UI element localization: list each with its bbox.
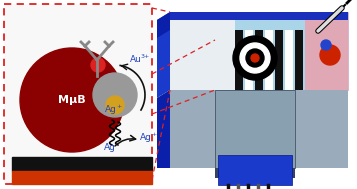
Circle shape bbox=[240, 43, 270, 73]
Text: Ag: Ag bbox=[140, 132, 152, 142]
Circle shape bbox=[246, 49, 264, 67]
Circle shape bbox=[106, 96, 124, 114]
Polygon shape bbox=[157, 12, 170, 98]
Polygon shape bbox=[305, 12, 348, 90]
Polygon shape bbox=[157, 90, 348, 168]
Text: Au: Au bbox=[130, 56, 142, 64]
Text: MμB: MμB bbox=[58, 95, 86, 105]
Bar bbox=[12, 157, 152, 171]
Polygon shape bbox=[275, 30, 283, 90]
Circle shape bbox=[251, 54, 259, 62]
Polygon shape bbox=[285, 30, 293, 90]
Circle shape bbox=[91, 58, 105, 72]
Polygon shape bbox=[265, 30, 273, 90]
Polygon shape bbox=[170, 12, 348, 90]
Polygon shape bbox=[295, 30, 303, 90]
Bar bbox=[12, 171, 152, 184]
Circle shape bbox=[20, 48, 124, 152]
Polygon shape bbox=[157, 90, 170, 168]
Polygon shape bbox=[170, 12, 348, 20]
Polygon shape bbox=[170, 12, 255, 90]
Polygon shape bbox=[157, 12, 170, 38]
Text: +: + bbox=[116, 105, 121, 109]
Text: +: + bbox=[151, 132, 156, 136]
Text: Ag: Ag bbox=[105, 105, 117, 115]
Polygon shape bbox=[255, 30, 263, 90]
Polygon shape bbox=[245, 30, 253, 90]
Polygon shape bbox=[215, 168, 295, 178]
FancyBboxPatch shape bbox=[4, 4, 152, 184]
Circle shape bbox=[321, 40, 331, 50]
Text: Ag: Ag bbox=[104, 143, 116, 153]
Circle shape bbox=[233, 36, 277, 80]
Polygon shape bbox=[218, 155, 292, 185]
Polygon shape bbox=[235, 12, 310, 90]
Text: 3+: 3+ bbox=[141, 54, 150, 60]
Polygon shape bbox=[235, 30, 243, 90]
Circle shape bbox=[93, 73, 137, 117]
Polygon shape bbox=[215, 90, 295, 168]
Circle shape bbox=[320, 45, 340, 65]
